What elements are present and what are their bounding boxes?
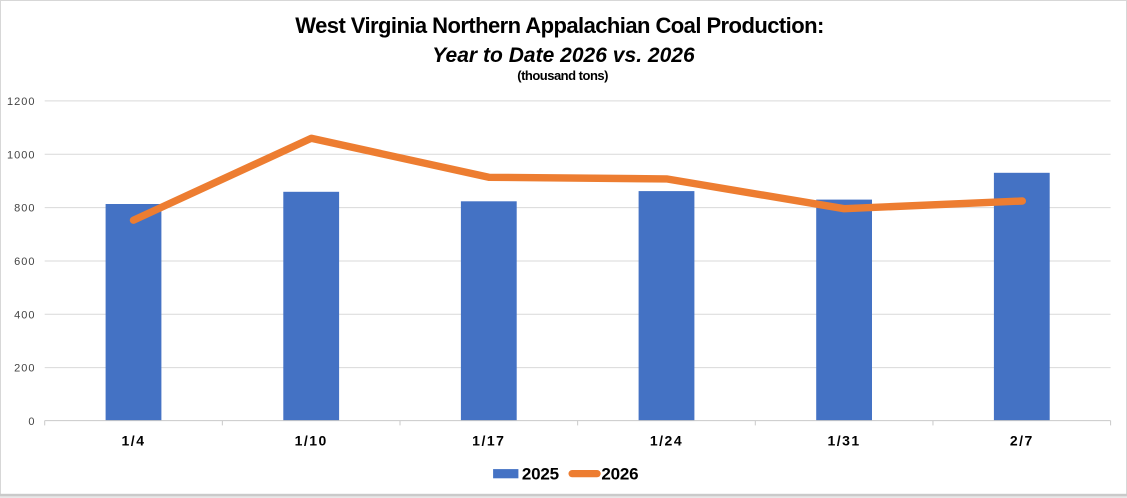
svg-text:1/31: 1/31 [827,433,860,449]
svg-text:1/4: 1/4 [122,433,146,449]
svg-text:0: 0 [28,416,35,428]
svg-text:400: 400 [14,309,35,321]
svg-text:(thousand tons): (thousand tons) [517,68,608,83]
svg-text:600: 600 [14,256,35,268]
svg-text:2025: 2025 [522,465,559,484]
svg-text:2/7: 2/7 [1010,433,1034,449]
svg-text:200: 200 [14,363,35,375]
svg-text:1200: 1200 [7,96,35,108]
svg-text:1/10: 1/10 [295,433,328,449]
svg-text:1/17: 1/17 [472,433,505,449]
svg-text:Year to Date 2026 vs. 2026: Year to Date 2026 vs. 2026 [432,44,695,67]
svg-text:800: 800 [14,203,35,215]
svg-text:West Virginia Northern Appalac: West Virginia Northern Appalachian Coal … [295,13,823,38]
svg-text:1000: 1000 [7,149,35,161]
svg-text:1/24: 1/24 [650,433,683,449]
svg-text:2026: 2026 [601,465,638,484]
